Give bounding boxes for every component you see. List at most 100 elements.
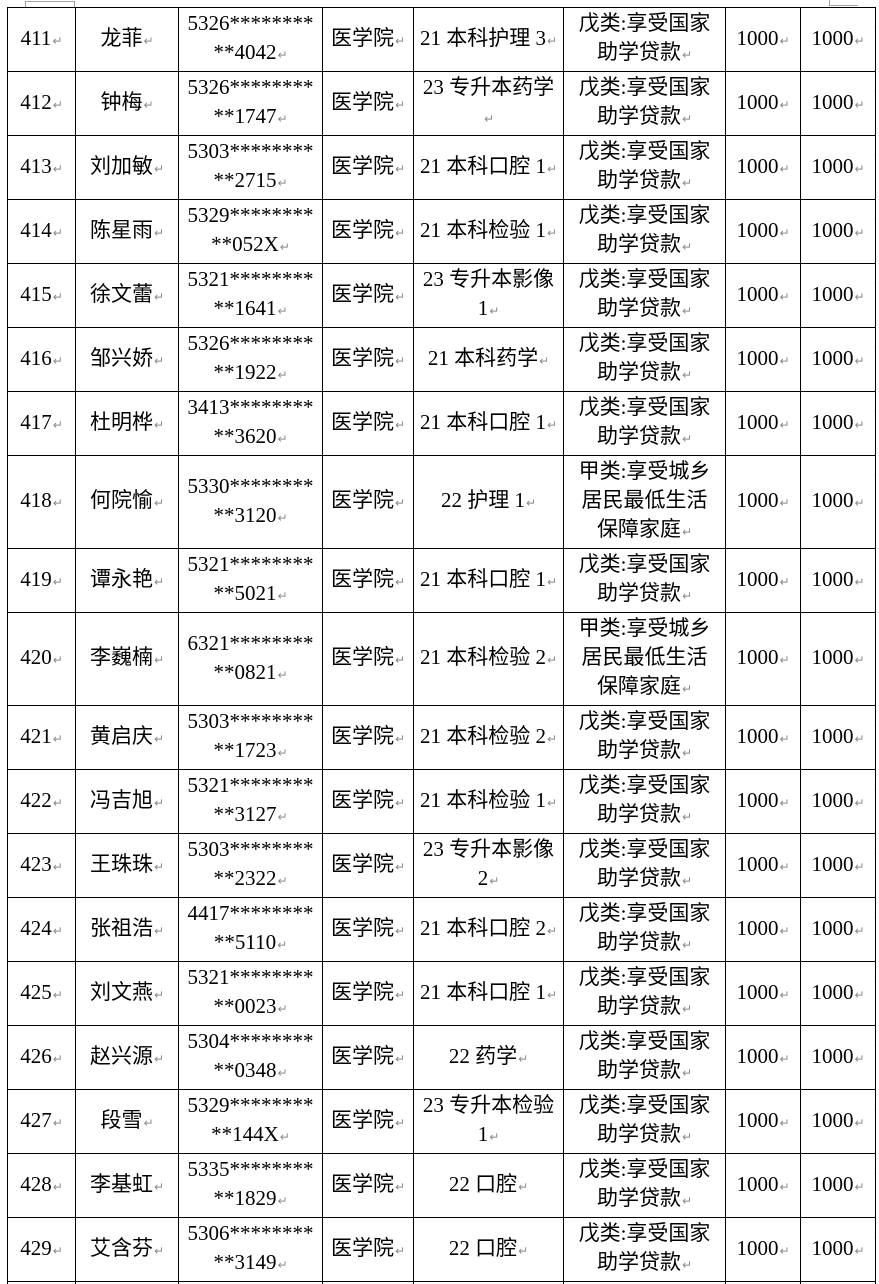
cell-end-mark-icon: ↵	[681, 810, 693, 824]
class-name: 21 本科口腔 1	[419, 979, 546, 1004]
row-number-cell: 424↵	[7, 897, 76, 962]
cell-end-mark-icon: ↵	[779, 987, 790, 1002]
student-id-cell: 5329******** **144X↵	[178, 1089, 323, 1154]
college-name: 医学院	[330, 1043, 394, 1068]
row-end-mark-icon: ↵	[874, 711, 875, 740]
amount-2: 1000	[811, 217, 854, 242]
amount-2-cell: 1000↵↵	[800, 548, 876, 613]
college-cell: 医学院↵	[322, 391, 414, 456]
row-number-cell: 421↵	[7, 705, 76, 770]
cell-end-mark-icon: ↵	[277, 589, 288, 603]
cell-end-mark-icon: ↵	[854, 1051, 865, 1066]
aid-category: 甲类:享受城乡 居民最低生活 保障家庭	[578, 616, 711, 698]
amount-2: 1000	[811, 345, 854, 370]
cell-end-mark-icon: ↵	[518, 1179, 529, 1194]
cell-end-mark-icon: ↵	[539, 353, 550, 368]
cell-end-mark-icon: ↵	[681, 1066, 693, 1080]
cell-end-mark-icon: ↵	[277, 304, 288, 318]
row-number: 424	[20, 915, 52, 940]
student-id-masked: 5321******** **5021	[187, 552, 314, 605]
cell-end-mark-icon: ↵	[277, 810, 288, 824]
row-number: 421	[20, 723, 52, 748]
amount-1: 1000	[736, 1043, 779, 1068]
aid-category: 戊类:享受国家 助学贷款	[578, 267, 711, 320]
amount-2-cell: 1000↵↵	[800, 1025, 876, 1090]
student-aid-table: 411↵ 龙菲↵ 5326******** **4042↵ 医学院↵ 21 本科…	[7, 7, 876, 1284]
cell-end-mark-icon: ↵	[153, 987, 165, 1002]
cell-end-mark-icon: ↵	[153, 795, 165, 810]
amount-2: 1000	[811, 566, 854, 591]
cell-end-mark-icon: ↵	[681, 48, 693, 62]
row-end-mark-icon: ↵	[874, 141, 875, 170]
student-name-cell: 刘加敏↵	[75, 135, 179, 200]
student-name-cell: 何院愉↵	[75, 455, 179, 549]
cell-end-mark-icon: ↵	[52, 289, 63, 304]
cell-end-mark-icon: ↵	[546, 161, 558, 176]
student-id-cell: 5326******** **4042↵	[178, 7, 323, 72]
amount-1-cell: 1000↵	[725, 705, 801, 770]
amount-2: 1000	[811, 409, 854, 434]
amount-2: 1000	[811, 281, 854, 306]
class-name: 21 本科口腔 1	[419, 153, 546, 178]
college-cell: 医学院↵	[322, 548, 414, 613]
cell-end-mark-icon: ↵	[52, 574, 63, 589]
cell-end-mark-icon: ↵	[779, 225, 790, 240]
cell-end-mark-icon: ↵	[394, 1179, 406, 1194]
amount-2-cell: 1000↵↵	[800, 263, 876, 328]
cell-end-mark-icon: ↵	[394, 859, 406, 874]
amount-1-cell: 1000↵	[725, 612, 801, 706]
student-name: 李巍楠	[89, 645, 153, 669]
cell-end-mark-icon: ↵	[394, 731, 406, 746]
row-end-mark-icon: ↵	[874, 554, 875, 583]
class-cell: 21 本科口腔 1↵	[413, 391, 564, 456]
college-cell: 医学院↵	[322, 71, 414, 136]
aid-category: 甲类:享受城乡 居民最低生活 保障家庭	[578, 459, 711, 541]
college-name: 医学院	[330, 787, 394, 812]
row-number: 425	[20, 979, 52, 1004]
row-number: 426	[20, 1043, 52, 1068]
row-number: 428	[20, 1171, 52, 1196]
cell-end-mark-icon: ↵	[681, 589, 693, 603]
cell-end-mark-icon: ↵	[153, 289, 165, 304]
college-name: 医学院	[330, 409, 394, 434]
table-row: 418↵ 何院愉↵ 5330******** **3120↵ 医学院↵ 22 护…	[7, 455, 876, 549]
amount-1-cell: 1000↵	[725, 548, 801, 613]
student-name: 王珠珠	[89, 851, 153, 876]
class-cell: 22 口腔↵	[413, 1217, 564, 1282]
amount-2-cell: 1000↵↵	[800, 612, 876, 706]
student-name-cell: 张祖浩↵	[75, 897, 179, 962]
table-row: 414↵ 陈星雨↵ 5329******** **052X↵ 医学院↵ 21 本…	[7, 199, 876, 264]
student-name-cell: 黄启庆↵	[75, 705, 179, 770]
amount-1: 1000	[736, 1171, 779, 1196]
cell-end-mark-icon: ↵	[277, 1258, 288, 1272]
cell-end-mark-icon: ↵	[52, 353, 63, 368]
class-cell: 21 本科护理 3↵	[413, 7, 564, 72]
amount-2: 1000	[811, 25, 854, 50]
amount-2-cell: 1000↵↵	[800, 1217, 876, 1282]
cell-end-mark-icon: ↵	[143, 97, 154, 112]
amount-1: 1000	[736, 153, 779, 178]
student-id-cell: 6321******** **0821↵	[178, 612, 323, 706]
cell-end-mark-icon: ↵	[394, 353, 406, 368]
cell-end-mark-icon: ↵	[854, 795, 865, 810]
class-name: 23 专升本影像 1	[422, 267, 555, 320]
cell-end-mark-icon: ↵	[153, 1051, 165, 1066]
amount-1: 1000	[736, 723, 779, 748]
row-end-mark-icon: ↵	[874, 461, 875, 490]
row-number: 417	[20, 409, 52, 434]
cell-end-mark-icon: ↵	[394, 289, 406, 304]
cell-end-mark-icon: ↵	[483, 112, 495, 126]
row-number-cell: 425↵	[7, 961, 76, 1026]
table-row: 430↵ 扎史德 吉↵ 5334******** **0019↵ 医学院↵ 21…	[7, 1281, 876, 1284]
student-id-masked: 5304******** **0348	[187, 1029, 314, 1082]
cell-end-mark-icon: ↵	[489, 874, 500, 888]
cell-end-mark-icon: ↵	[681, 746, 693, 760]
cell-end-mark-icon: ↵	[681, 1002, 693, 1016]
amount-1: 1000	[736, 787, 779, 812]
cell-end-mark-icon: ↵	[394, 574, 406, 589]
cell-end-mark-icon: ↵	[518, 1051, 529, 1066]
table-row: 421↵ 黄启庆↵ 5303******** **1723↵ 医学院↵ 21 本…	[7, 705, 876, 770]
student-name-cell: 李巍楠↵	[75, 612, 179, 706]
clipped-gridline-artifact	[25, 1, 75, 7]
